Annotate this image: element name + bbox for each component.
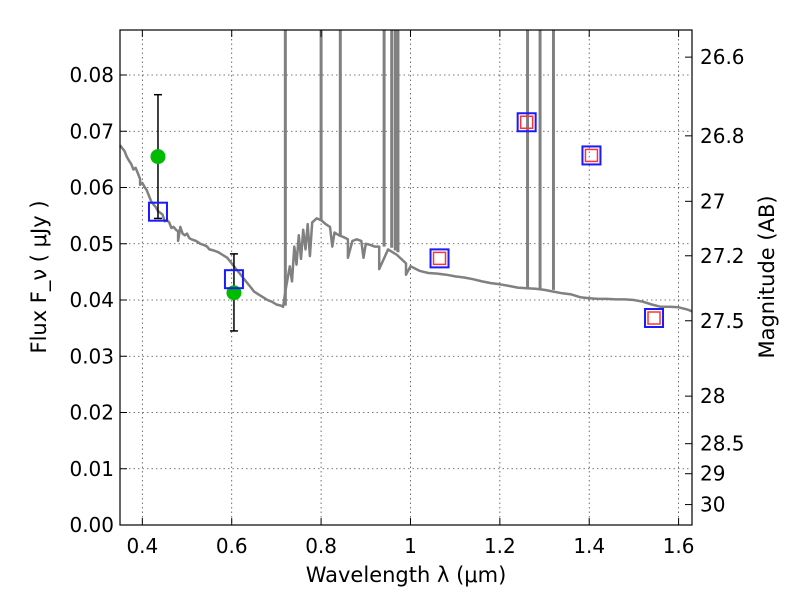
x-tick-label: 0.8 <box>305 534 337 558</box>
model-photometry-square <box>644 308 665 328</box>
model-photometry-square <box>223 269 244 290</box>
ir-photometry-square <box>519 115 534 129</box>
y2-axis: 26.6 26.8 27 27.2 27.5 28 28.5 29 30 <box>685 45 745 517</box>
model-photometry-square <box>516 112 537 133</box>
observed-flux-point <box>150 149 166 165</box>
ir-photometry-square <box>432 251 447 266</box>
y2-tick-label: 27.5 <box>700 309 745 333</box>
plot-frame <box>119 29 693 526</box>
y2-axis-title: Magnitude (AB) <box>755 195 779 358</box>
model-photometry-square <box>581 145 602 166</box>
y-tick-label: 0.01 <box>69 457 114 481</box>
y2-tick-label: 28.5 <box>700 432 745 456</box>
y-tick-label: 0.04 <box>69 288 114 312</box>
y2-tick-label: 26.6 <box>700 45 745 69</box>
model-photometry-square <box>147 201 168 222</box>
y2-tick-label: 27 <box>700 189 725 213</box>
y-axis: 0.00 0.01 0.02 0.03 0.04 0.05 0.06 0.07 0.08 <box>69 63 127 537</box>
x-tick-label: 1.2 <box>484 534 516 558</box>
y-tick-label: 0.06 <box>69 176 114 200</box>
y2-tick-label: 29 <box>700 462 725 486</box>
model-photometry-square <box>429 248 450 269</box>
y2-tick-label: 26.8 <box>700 124 745 148</box>
ir-photometry-square <box>584 148 599 163</box>
y-tick-label: 0.02 <box>69 401 114 425</box>
x-tick-label: 0.6 <box>216 534 248 558</box>
x-axis: 0.4 0.6 0.8 1 1.2 1.4 1.6 <box>126 30 695 558</box>
data-points <box>147 112 665 328</box>
x-tick-label: 1.4 <box>573 534 605 558</box>
y-tick-label: 0.03 <box>69 344 114 368</box>
grid-lines <box>120 30 692 526</box>
x-tick-label: 0.4 <box>126 534 158 558</box>
y-tick-label: 0.00 <box>69 513 114 537</box>
y-axis-title: Flux F_ν ( μJy ) <box>27 200 52 353</box>
y2-tick-label: 27.2 <box>700 244 745 268</box>
model-spectrum <box>119 30 693 313</box>
plot-background <box>120 30 692 525</box>
x-tick-label: 1 <box>404 534 417 558</box>
y2-tick-label: 30 <box>700 493 725 517</box>
x-axis-title: Wavelength λ (μm) <box>306 563 507 587</box>
y-tick-label: 0.08 <box>69 63 114 87</box>
ir-photometry-square <box>647 311 661 325</box>
y2-tick-label: 28 <box>700 384 725 408</box>
x-tick-label: 1.6 <box>663 534 695 558</box>
y-tick-label: 0.07 <box>69 119 114 143</box>
y-tick-label: 0.05 <box>69 232 114 256</box>
model-spectrum-line <box>119 144 693 313</box>
